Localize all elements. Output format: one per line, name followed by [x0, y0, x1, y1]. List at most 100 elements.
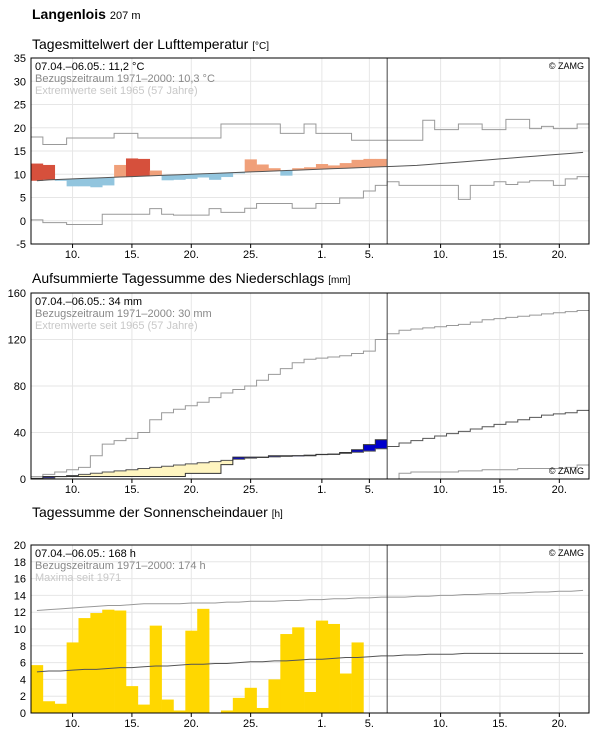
precipitation-bar [102, 472, 115, 477]
precipitation-x-tick-label: 20. [184, 484, 199, 496]
temperature-bar [351, 159, 364, 168]
sunshine-bar [268, 679, 281, 713]
temperature-max-line [31, 118, 589, 145]
temperature-bar [173, 174, 186, 180]
sunshine-bar [232, 697, 246, 713]
temperature-x-tick-label: 20. [552, 249, 567, 261]
sunshine-bar [102, 609, 115, 713]
temperature-bar [327, 165, 340, 169]
temperature-y-tick-label: 25 [14, 100, 26, 112]
precipitation-observed-line [31, 439, 388, 480]
sunshine-info-extremes: Maxima seit 1971 [35, 572, 121, 584]
sunshine-y-tick-label: 14 [14, 590, 26, 602]
sunshine-bar [173, 710, 186, 713]
temperature-frame [30, 57, 590, 245]
temperature-bar [375, 158, 388, 167]
temperature-bar [54, 179, 67, 181]
sunshine-bar [114, 610, 127, 713]
temperature-y-tick-label: 0 [20, 216, 26, 228]
temperature-bar [90, 177, 103, 188]
temperature-y-tick-label: 15 [14, 146, 26, 158]
sunshine-bar [220, 710, 234, 713]
precipitation-x-tick-label: 15. [124, 484, 139, 496]
precipitation-normal-line [31, 409, 589, 479]
sunshine-y-tick-label: 18 [14, 557, 26, 569]
station-altitude: 207 m [109, 10, 141, 22]
precipitation-info-extremes: Extremwerte seit 1965 (57 Jahre) [35, 320, 198, 332]
temperature-bar [125, 158, 139, 177]
temperature-info-reference: Bezugszeitraum 1971–2000: 10,3 °C [35, 73, 215, 85]
precipitation-max-line [31, 309, 589, 478]
temperature-bar [42, 164, 56, 180]
sunshine-x-tick-label: 15. [124, 718, 139, 729]
sunshine-x-tick-label: 15. [492, 718, 507, 729]
sunshine-y-tick-label: 2 [20, 691, 26, 703]
temperature-bar [292, 168, 305, 171]
precipitation-bar [125, 469, 139, 477]
sunshine-bar [256, 707, 269, 713]
temperature-y-tick-label: 20 [14, 123, 26, 135]
temperature-bar [66, 178, 79, 187]
precipitation-bar [197, 462, 210, 474]
precipitation-bar [78, 474, 91, 477]
station-heading: Langenlois 207 m [32, 6, 140, 22]
sunshine-y-tick-label: 0 [20, 708, 26, 720]
sunshine-title: Tagessumme der Sonnenscheindauer [h] [32, 504, 283, 520]
precipitation-bar [42, 476, 56, 478]
precipitation-bar [114, 470, 127, 477]
sunshine-y-tick-label: 6 [20, 658, 26, 670]
temperature-bar [161, 175, 174, 181]
precipitation-title-text: Aufsummierte Tagessumme des Niederschlag… [32, 270, 325, 286]
station-name: Langenlois [32, 6, 106, 22]
sunshine-x-tick-label: 1. [317, 718, 326, 729]
precipitation-y-tick-label: 160 [8, 288, 26, 300]
sunshine-max-line [36, 589, 584, 612]
sunshine-bar [351, 642, 364, 713]
sunshine-bar [280, 634, 293, 713]
temperature-y-tick-label: 5 [20, 193, 26, 205]
temperature-y-tick-label: 10 [14, 169, 26, 181]
sunshine-bar [315, 620, 329, 713]
precipitation-info-current: 07.04.–06.05.: 34 mm [35, 296, 142, 308]
precipitation-bar [161, 466, 174, 477]
temperature-bar [315, 164, 329, 170]
temperature-bar [232, 172, 246, 174]
precipitation-x-tick-label: 10. [433, 484, 448, 496]
temperature-bar [363, 158, 376, 168]
temperature-y-tick-label: 35 [14, 53, 26, 65]
precipitation-bar [149, 467, 162, 477]
precipitation-y-tick-label: 40 [14, 428, 26, 440]
sunshine-bar [185, 630, 198, 713]
precipitation-bar [268, 455, 281, 457]
precipitation-x-tick-label: 15. [492, 484, 507, 496]
precipitation-frame [30, 292, 590, 480]
sunshine-bar [54, 703, 67, 713]
temperature-y-tick-label: 30 [14, 76, 26, 88]
precipitation-bar [220, 460, 234, 465]
sunshine-x-tick-label: 20. [552, 718, 567, 729]
temperature-bar [220, 172, 234, 178]
temperature-title-text: Tagesmittelwert der Lufttemperatur [32, 36, 249, 52]
sunshine-bar [42, 701, 56, 713]
sunshine-normal-line [36, 652, 584, 673]
sunshine-bar [125, 686, 139, 713]
sunshine-unit: [h] [271, 509, 283, 520]
precipitation-bar [173, 465, 186, 477]
temperature-copyright: © ZAMG [549, 61, 584, 71]
sunshine-y-tick-label: 10 [14, 624, 26, 636]
precipitation-info-reference: Bezugszeitraum 1971–2000: 30 mm [35, 308, 212, 320]
temperature-bar [339, 163, 352, 169]
precipitation-bar [137, 468, 151, 477]
precipitation-bar [209, 461, 222, 474]
sunshine-x-tick-label: 10. [65, 718, 80, 729]
sunshine-y-tick-label: 8 [20, 641, 26, 653]
temperature-x-tick-label: 20. [184, 249, 199, 261]
temperature-x-tick-label: 25. [243, 249, 258, 261]
precipitation-bar [232, 457, 246, 460]
precipitation-bar [375, 439, 388, 449]
sunshine-copyright: © ZAMG [549, 548, 584, 558]
sunshine-title-text: Tagessumme der Sonnenscheindauer [32, 504, 268, 520]
precipitation-copyright: © ZAMG [549, 466, 584, 476]
sunshine-x-tick-label: 20. [184, 718, 199, 729]
